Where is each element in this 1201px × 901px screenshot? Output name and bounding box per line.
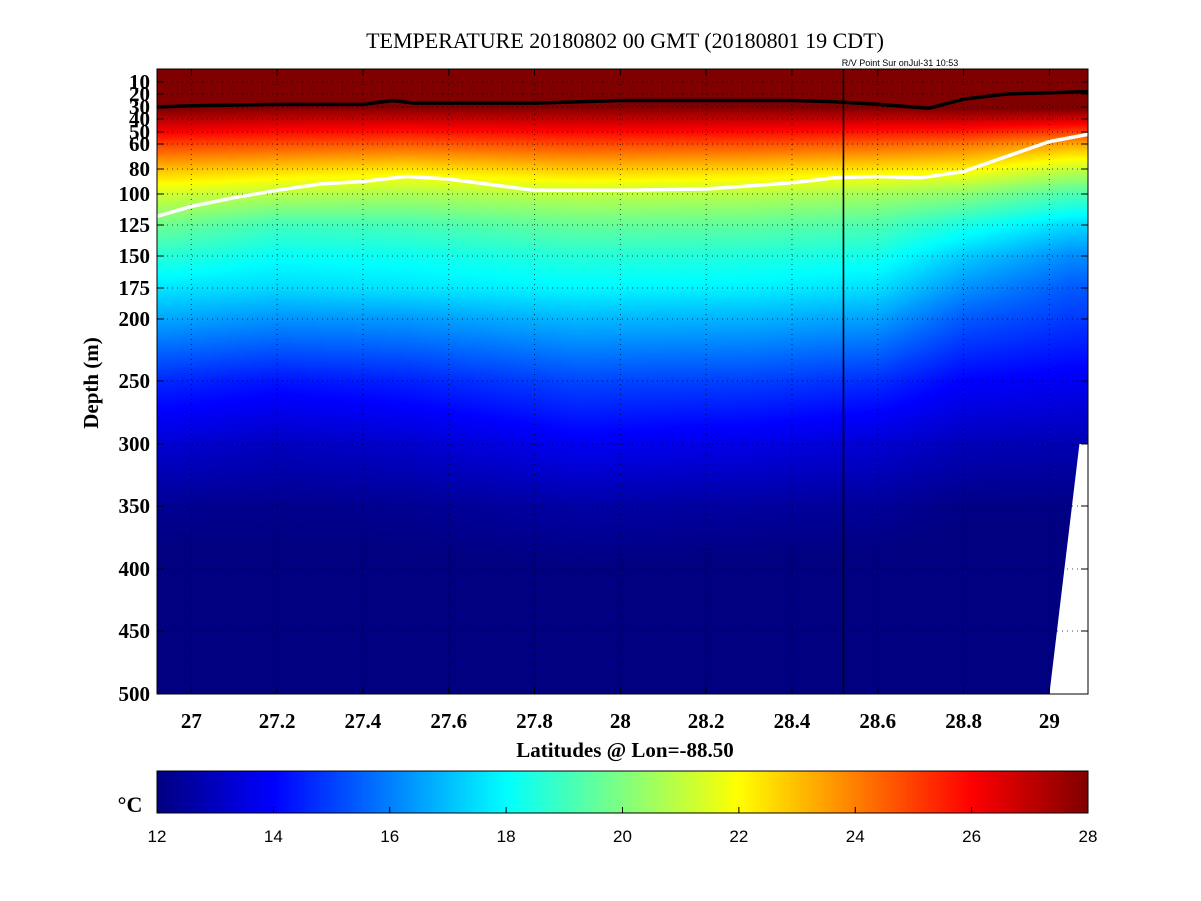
y-tick-label: 30 bbox=[129, 95, 150, 119]
x-tick-label: 28 bbox=[610, 709, 631, 733]
y-tick-label: 150 bbox=[119, 244, 151, 268]
y-tick-label: 40 bbox=[129, 107, 150, 131]
x-tick-label: 28.4 bbox=[774, 709, 811, 733]
no-data-region bbox=[1049, 444, 1088, 694]
colorbar-tick-label: 20 bbox=[613, 827, 632, 846]
cruise-annotation: R/V Point Sur onJul-31 10:53 bbox=[842, 58, 959, 68]
y-tick-label: 50 bbox=[129, 120, 150, 144]
colorbar-tick-label: 18 bbox=[497, 827, 516, 846]
colorbar: 12 14 16 18 20 22 24 26 28 °C bbox=[118, 770, 1098, 846]
colorbar-tick-label: 26 bbox=[962, 827, 981, 846]
x-tick-label: 27.8 bbox=[516, 709, 553, 733]
y-tick-label: 500 bbox=[119, 682, 151, 706]
y-tick-label: 20 bbox=[129, 82, 150, 106]
y-tick-label: 450 bbox=[119, 619, 151, 643]
colorbar-unit-label: °C bbox=[118, 792, 143, 817]
x-tick-label: 27.6 bbox=[430, 709, 467, 733]
x-tick-label: 29 bbox=[1039, 709, 1060, 733]
x-axis-ticks: 27 27.2 27.4 27.6 27.8 28 28.2 28.4 28.6 28.8 29 bbox=[181, 69, 1060, 733]
isotherm-lines bbox=[156, 89, 1089, 218]
y-tick-label: 80 bbox=[129, 157, 150, 181]
grid-lines bbox=[157, 69, 1088, 695]
chart-title: TEMPERATURE 20180802 00 GMT (20180801 19… bbox=[366, 28, 884, 53]
x-tick-label: 28.6 bbox=[859, 709, 896, 733]
colorbar-tick-label: 22 bbox=[729, 827, 748, 846]
colorbar-gradient bbox=[157, 771, 1088, 813]
x-tick-label: 27.4 bbox=[345, 709, 382, 733]
y-tick-label: 400 bbox=[119, 557, 151, 581]
x-tick-label: 28.2 bbox=[688, 709, 725, 733]
x-tick-label: 28.8 bbox=[945, 709, 982, 733]
colorbar-tick-label: 14 bbox=[264, 827, 283, 846]
colorbar-ticks: 12 14 16 18 20 22 24 26 28 bbox=[148, 807, 1098, 846]
y-tick-label: 200 bbox=[119, 307, 151, 331]
colorbar-tick-label: 16 bbox=[380, 827, 399, 846]
isotherm-line bbox=[156, 132, 1089, 218]
colorbar-tick-label: 28 bbox=[1079, 827, 1098, 846]
y-tick-label: 350 bbox=[119, 494, 151, 518]
x-axis-label: Latitudes @ Lon=-88.50 bbox=[516, 738, 734, 762]
colorbar-tick-label: 12 bbox=[148, 827, 167, 846]
isotherm-line bbox=[156, 89, 1089, 110]
y-tick-label: 300 bbox=[119, 432, 151, 456]
y-tick-label: 10 bbox=[129, 70, 150, 94]
y-tick-label: 125 bbox=[119, 213, 151, 237]
y-tick-label: 60 bbox=[129, 132, 150, 156]
x-tick-label: 27.2 bbox=[259, 709, 296, 733]
y-tick-label: 175 bbox=[119, 276, 151, 300]
y-tick-label: 100 bbox=[119, 182, 151, 206]
colorbar-tick-label: 24 bbox=[846, 827, 865, 846]
y-tick-label: 250 bbox=[119, 369, 151, 393]
y-axis-label: Depth (m) bbox=[79, 337, 103, 429]
x-tick-label: 27 bbox=[181, 709, 202, 733]
